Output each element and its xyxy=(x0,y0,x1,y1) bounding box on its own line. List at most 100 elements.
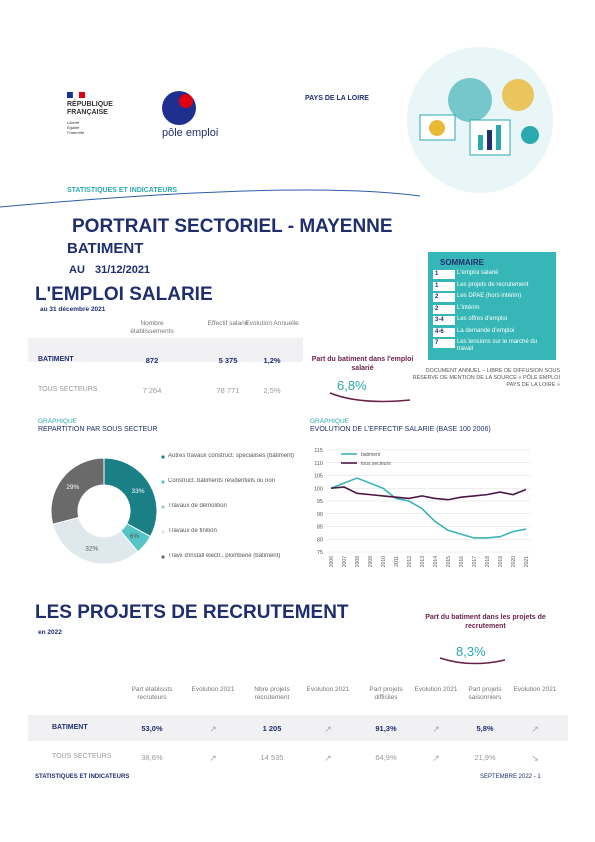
footer-right: SEPTEMBRE 2022 - 1 xyxy=(480,774,541,780)
table-header: Evolution Annuelle xyxy=(245,320,299,327)
x-tick-label: 2011 xyxy=(394,556,400,567)
y-tick-label: 85 xyxy=(317,525,323,531)
line-chart: 75 80 85 90 95 100 105 110 115 2006 2007 2008 2009 20… xyxy=(314,448,530,567)
footer-left: STATISTIQUES ET INDICATEURS xyxy=(35,774,130,780)
table-cell: ↗ xyxy=(531,724,539,734)
slice-label: 33% xyxy=(131,488,144,495)
table-cell: 5 375 xyxy=(218,356,238,365)
table-cell: 64,9% xyxy=(375,753,397,762)
chart-title: REPARTITION PAR SOUS SECTEUR xyxy=(38,426,158,433)
summary-title: SOMMAIRE xyxy=(440,258,484,267)
summary-page: 7 xyxy=(433,339,455,348)
summary-item: L'emploi salarié xyxy=(457,270,499,276)
x-tick-label: 2015 xyxy=(446,556,452,567)
table-header: Evolution 2021 xyxy=(414,686,458,693)
share-label: Part du batiment dans l'emploi salarié xyxy=(311,356,414,372)
table-cell: 1 205 xyxy=(262,724,282,733)
legend-label: batiment xyxy=(361,452,381,458)
table-header: Evolution 2021 xyxy=(306,686,350,693)
table-header: Part projets difficiles xyxy=(369,686,403,701)
legend-swatch xyxy=(161,505,165,509)
x-tick-label: 2019 xyxy=(498,556,504,567)
x-tick-label: 2007 xyxy=(342,556,348,567)
table-cell: 53,0% xyxy=(141,724,163,733)
summary-page: 1 xyxy=(433,281,455,291)
table-cell: ↗ xyxy=(432,753,440,763)
x-tick-label: 2009 xyxy=(368,556,374,567)
legend-box: Travaux de démolition xyxy=(168,503,227,509)
date: 31/12/2021 xyxy=(95,264,151,276)
section: STATISTIQUES ET INDICATEURS xyxy=(67,187,178,194)
republic: RÉPUBLIQUE FRANÇAISE xyxy=(67,101,113,116)
legend-label: Travaux de démolition xyxy=(168,503,227,509)
share-value: 6,8% xyxy=(337,378,367,393)
x-tick-label: 2020 xyxy=(511,556,517,567)
table-header: Part projets saisonniers xyxy=(468,686,502,701)
y-tick-label: 80 xyxy=(317,537,323,543)
x-tick-label: 2016 xyxy=(459,556,465,567)
table-cell: 21,9% xyxy=(474,753,496,762)
row-label: TOUS SECTEURS xyxy=(52,753,112,760)
table-cell: ↗ xyxy=(209,724,217,734)
summary-page: 4-6 xyxy=(433,327,455,337)
row-label: BATIMENT xyxy=(52,724,88,731)
table-cell: ↗ xyxy=(209,753,217,763)
table-header: Part établissts recruteurs xyxy=(131,686,173,701)
table-cell: ↗ xyxy=(324,753,332,763)
legend-label: Travx d'install électr., plomberie (bâti… xyxy=(168,553,281,559)
legend-label: Travaux de finition xyxy=(168,528,217,534)
x-tick-label: 2021 xyxy=(524,556,530,567)
table-cell: 1,2% xyxy=(263,356,281,365)
section-title: L'EMPLOI SALARIE xyxy=(35,284,213,305)
legend-swatch xyxy=(161,480,165,484)
summary-page: 3-4 xyxy=(433,316,455,325)
section-subtitle: au 31 décembre 2021 xyxy=(40,306,106,313)
y-tick-label: 95 xyxy=(317,499,323,505)
table-header: Effectif salarié xyxy=(207,320,249,327)
table-cell: 872 xyxy=(145,356,159,365)
sector: BATIMENT xyxy=(67,240,144,257)
summary-item: L'intérim xyxy=(457,304,480,311)
y-tick-label: 105 xyxy=(314,474,323,480)
note: DOCUMENT ANNUEL – LIBRE DE DIFFUSION SOU… xyxy=(412,368,560,388)
pie-slice xyxy=(50,457,105,525)
table-header: Nombre établissements xyxy=(130,320,174,335)
x-tick-label: 2017 xyxy=(472,556,478,567)
summary-item: Les DPAE (hors intérim) xyxy=(457,293,522,299)
legend-box: Travaux de finition xyxy=(168,528,217,534)
x-tick-label: 2008 xyxy=(355,556,361,567)
y-tick-label: 75 xyxy=(317,550,323,556)
legend-box: Autres travaux construct. spécialisés (b… xyxy=(168,453,294,459)
logo-text: pôle emploi xyxy=(162,127,219,139)
main-title: PORTRAIT SECTORIEL - MAYENNE xyxy=(72,216,393,237)
summary-item: La demande d'emploi xyxy=(457,327,515,334)
y-tick-label: 100 xyxy=(314,486,323,492)
slice-label: 29% xyxy=(66,484,79,491)
row-label: BATIMENT xyxy=(38,356,74,363)
legend-swatch xyxy=(161,455,165,459)
section-subtitle: en 2022 xyxy=(38,629,62,636)
table-cell: ↗ xyxy=(432,724,440,734)
summary-page: 1 xyxy=(433,270,455,279)
x-tick-label: 2006 xyxy=(329,556,335,567)
x-tick-label: 2014 xyxy=(433,556,439,567)
pie-slice xyxy=(52,516,139,565)
share-label: Part du batiment dans les projets de rec… xyxy=(425,614,546,630)
summary-page: 2 xyxy=(433,293,455,302)
legend-swatch xyxy=(161,530,165,534)
x-tick-label: 2010 xyxy=(381,556,387,567)
y-tick-label: 115 xyxy=(314,448,323,454)
chart-title: EVOLUTION DE L'EFFECTIF SALARIE (BASE 10… xyxy=(310,426,491,433)
summary-item: Les projets de recrutement xyxy=(457,281,529,288)
summary-item: Les tensions sur le marché du travail xyxy=(457,339,538,352)
slice-label: 32% xyxy=(85,546,98,553)
table-cell: 78 771 xyxy=(216,386,240,395)
summary-item: Les offres d'emploi xyxy=(457,316,508,322)
slice-label: 6% xyxy=(130,533,140,540)
table-cell: 14 535 xyxy=(260,753,284,762)
date-prefix: AU xyxy=(69,264,85,276)
y-tick-label: 90 xyxy=(317,512,323,518)
table-cell: ↗ xyxy=(324,724,332,734)
